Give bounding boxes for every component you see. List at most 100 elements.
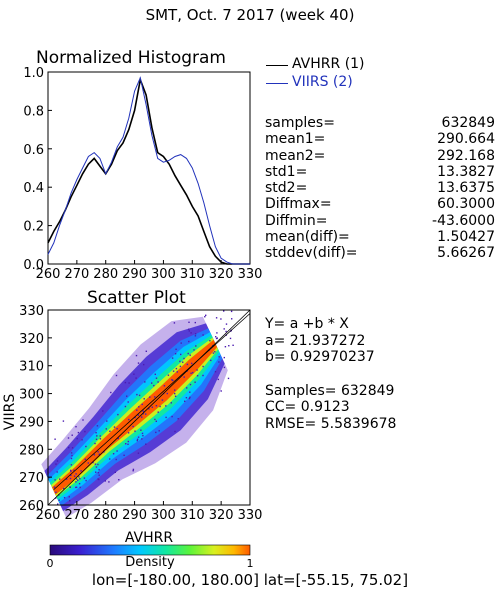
scatter-point <box>117 413 119 416</box>
scatter-point <box>148 408 150 410</box>
scatter-point <box>97 472 100 474</box>
scatter-point <box>188 328 190 330</box>
scatter-point <box>136 439 138 442</box>
scatter-point <box>138 406 140 408</box>
scatter-point <box>98 478 100 481</box>
scatter-point <box>137 362 140 364</box>
scatter-point <box>132 470 134 472</box>
scatter-point <box>173 322 176 324</box>
scatter-point <box>217 378 219 381</box>
scatter-point <box>188 340 190 343</box>
scatter-point <box>137 436 140 438</box>
scatter-point <box>230 329 232 331</box>
scatter-point <box>71 454 73 457</box>
scatter-point <box>136 409 138 411</box>
stat-stddev-diff: stddev(diff)= 5.66267 <box>265 245 495 261</box>
one-to-one-line <box>47 309 251 506</box>
scatter-point <box>196 369 198 371</box>
scatter-point <box>70 452 73 454</box>
scatter-point <box>154 373 156 375</box>
scatter-point <box>215 317 218 319</box>
scatter-point <box>165 405 167 407</box>
scatter-point <box>179 365 182 368</box>
scatter-point <box>112 453 115 455</box>
scatter-point <box>94 463 97 465</box>
scatter-point <box>53 486 56 488</box>
scatter-point <box>75 486 77 489</box>
scatter-point <box>63 497 66 499</box>
scatter-point <box>189 391 191 393</box>
stat-value: 292.168 <box>437 147 495 164</box>
scatter-point <box>220 390 222 392</box>
fit-a: a= 21.937272 <box>265 332 366 349</box>
scatter-point <box>125 443 127 445</box>
scatter-point <box>189 396 191 398</box>
density-band-yellow <box>51 337 219 497</box>
y-tick-label: 270 <box>19 471 44 486</box>
scatter-point <box>224 346 227 348</box>
scatter-point <box>124 381 127 384</box>
scatter-point <box>155 420 157 422</box>
y-tick-label: 260 <box>19 499 44 514</box>
scatter-point <box>83 477 86 479</box>
region-bounds: lon=[-180.00, 180.00] lat=[-55.15, 75.02… <box>91 571 409 589</box>
scatter-point <box>228 345 230 347</box>
fit-spacer <box>265 366 396 383</box>
y-tick-label: 330 <box>19 304 44 319</box>
stat-label: std2= <box>265 180 308 197</box>
scatter-point <box>127 401 129 403</box>
scatter-point <box>231 318 233 320</box>
scatter-point <box>174 395 177 397</box>
scatter-point <box>75 481 77 483</box>
scatter-point <box>69 486 71 488</box>
scatter-point <box>216 337 218 339</box>
scatter-point <box>127 443 129 445</box>
scatter-point <box>174 389 176 391</box>
scatter-point <box>177 418 179 420</box>
scatter-point <box>202 334 204 336</box>
scatter-point <box>195 345 197 347</box>
scatter-point <box>174 353 177 355</box>
scatter-point <box>205 314 207 316</box>
scatter-point <box>155 377 158 379</box>
scatter-point <box>97 463 99 466</box>
scatter-point <box>136 438 139 440</box>
scatter-point <box>170 402 172 404</box>
scatter-bg <box>48 310 250 505</box>
avhrr-series-line <box>47 76 250 265</box>
scatter-point <box>193 349 195 351</box>
scatter-point <box>85 479 87 482</box>
scatter-point <box>196 375 199 377</box>
legend-swatch-avhrr <box>266 65 288 66</box>
scatter-point <box>176 371 178 373</box>
scatter-point <box>54 479 56 481</box>
scatter-title: Scatter Plot <box>87 288 186 308</box>
stat-value: -43.6000 <box>432 212 495 229</box>
scatter-point <box>225 323 228 325</box>
stat-mean1: mean1= 290.664 <box>265 131 495 147</box>
scatter-point <box>76 437 78 440</box>
density-outer-haze <box>41 316 228 518</box>
scatter-point <box>56 471 58 473</box>
scatter-point <box>175 348 177 350</box>
scatter-point <box>143 363 145 366</box>
x-tick-label: 330 <box>238 508 263 523</box>
scatter-point <box>194 335 197 337</box>
stats-panel: samples= 632849 mean1= 290.664 mean2= 292.1… <box>265 115 495 262</box>
scatter-point <box>186 387 188 389</box>
scatter-point <box>145 350 147 352</box>
scatter-point <box>109 430 111 432</box>
scatter-point <box>54 438 56 440</box>
stat-label: Diffmin= <box>265 212 328 229</box>
scatter-point <box>128 382 130 384</box>
scatter-point <box>183 357 185 360</box>
scatter-point <box>171 357 174 359</box>
scatter-point <box>71 434 73 436</box>
scatter-point <box>212 345 214 347</box>
colorbar-gradient <box>49 544 251 556</box>
stat-value: 13.3827 <box>437 163 495 180</box>
scatter-point <box>77 431 80 434</box>
scatter-point <box>155 431 157 434</box>
y-tick-label: 0.8 <box>23 104 44 119</box>
scatter-point <box>68 446 70 449</box>
